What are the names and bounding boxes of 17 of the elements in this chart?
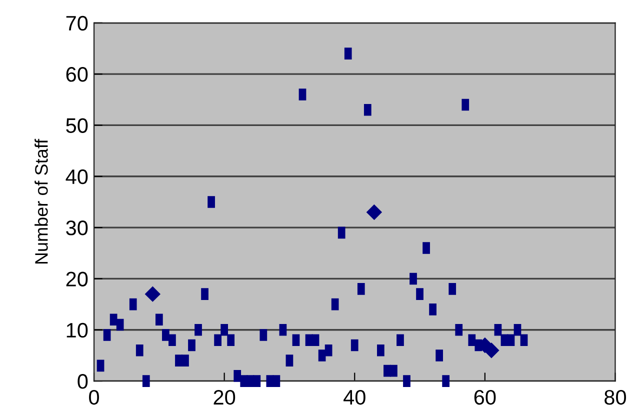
- y-tick-label: 20: [66, 272, 88, 286]
- y-tick-label: 50: [66, 118, 88, 133]
- y-tick-label: 60: [66, 67, 88, 82]
- x-tick-label: 40: [344, 390, 366, 405]
- point: [366, 204, 382, 220]
- y-axis-title: Number of Staff: [34, 138, 48, 264]
- y-tick-label: 40: [66, 169, 88, 184]
- y-tick-label: 70: [66, 16, 88, 31]
- y-tick-label: 0: [78, 374, 88, 389]
- x-tick-label: 60: [474, 390, 496, 405]
- point: [484, 342, 500, 358]
- x-tick-label: 20: [214, 390, 236, 405]
- x-tick-label: 0: [89, 390, 99, 405]
- x-tick-label: 80: [604, 390, 626, 405]
- y-tick-label: 10: [66, 322, 88, 338]
- y-tick-label: 30: [66, 220, 88, 236]
- point: [145, 286, 160, 302]
